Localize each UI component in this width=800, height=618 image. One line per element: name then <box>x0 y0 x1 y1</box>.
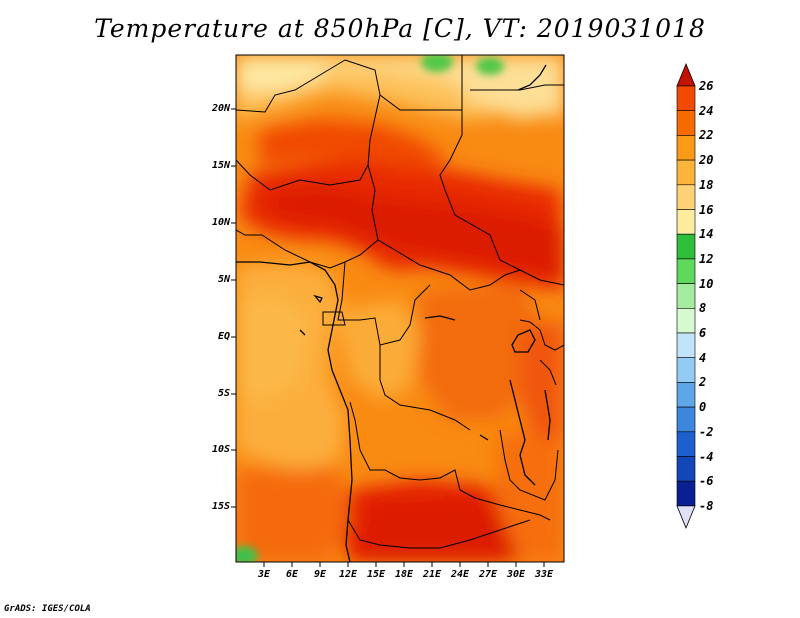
colorbar-band <box>676 159 696 186</box>
colorbar-band <box>676 135 696 161</box>
colorbar-label: 22 <box>699 128 714 143</box>
lon-label-27e: 27E <box>478 569 498 580</box>
colorbar-label: 18 <box>699 177 714 192</box>
colorbar-label: 4 <box>699 350 707 365</box>
lon-label-3e: 3E <box>257 569 271 580</box>
colorbar-band <box>676 233 696 260</box>
colorbar-band <box>676 382 696 408</box>
lon-label-9e: 9E <box>313 569 327 580</box>
colorbar-label: 6 <box>699 326 707 340</box>
lon-label-30e: 30E <box>506 569 526 580</box>
colorbar-label: -6 <box>699 474 714 489</box>
colorbar-band <box>676 184 696 210</box>
colorbar-band <box>676 283 696 309</box>
colorbar-label: 10 <box>699 276 714 291</box>
lon-label-24e: 24E <box>450 569 470 580</box>
colorbar-band <box>676 85 696 112</box>
colorbar-band <box>676 431 696 457</box>
colorbar-bottom-arrow <box>676 505 696 529</box>
colorbar-label: 14 <box>699 227 714 242</box>
colorbar-band <box>676 258 696 284</box>
colorbar-band <box>676 209 696 235</box>
colorbar-label: 26 <box>699 79 714 93</box>
colorbar-band <box>676 357 696 383</box>
lon-label-15e: 15E <box>366 569 386 580</box>
colorbar-label: 12 <box>699 251 714 266</box>
colorbar-band <box>676 307 696 334</box>
colorbar-band <box>676 406 696 433</box>
lat-label-20n: 20N <box>211 103 230 114</box>
lon-label-6e: 6E <box>285 569 299 580</box>
lat-label-10s: 10S <box>211 444 230 455</box>
colorbar-label: 2 <box>699 375 707 390</box>
colorbar-label: -4 <box>699 449 714 464</box>
colorbar-label: 20 <box>699 153 714 168</box>
colorbar-band <box>676 110 696 136</box>
lon-label-18e: 18E <box>394 569 414 580</box>
lon-label-12e: 12E <box>338 569 358 580</box>
lat-label-eq: EQ <box>217 331 230 342</box>
lat-label-5n: 5N <box>217 274 230 285</box>
lon-label-21e: 21E <box>422 569 442 580</box>
temperature-field <box>236 55 564 562</box>
coastlines <box>236 64 551 562</box>
chart-title: Temperature at 850hPa [C], VT: 201903101… <box>94 14 706 43</box>
country-borders <box>236 55 564 549</box>
lon-label-33e: 33E <box>534 569 554 580</box>
colorbar-band <box>676 456 696 482</box>
lat-label-15s: 15S <box>211 501 230 512</box>
colorbar-band <box>676 480 696 507</box>
colorbar <box>676 62 696 529</box>
grads-credit: GrADS: IGES/COLA <box>4 604 91 614</box>
plot-frame <box>235 54 565 563</box>
colorbar-label: 16 <box>699 202 714 217</box>
colorbar-label: 0 <box>699 400 707 415</box>
colorbar-label: -8 <box>699 498 714 513</box>
lat-label-10n: 10N <box>211 217 230 228</box>
colorbar-band <box>676 332 696 359</box>
colorbar-top-arrow <box>676 62 696 87</box>
lat-label-15n: 15N <box>211 160 230 171</box>
colorbar-label: 24 <box>699 103 714 118</box>
colorbar-label: -2 <box>699 424 714 439</box>
colorbar-label: 8 <box>699 301 707 316</box>
lat-label-5s: 5S <box>217 388 230 399</box>
axis-ticks <box>231 108 545 567</box>
